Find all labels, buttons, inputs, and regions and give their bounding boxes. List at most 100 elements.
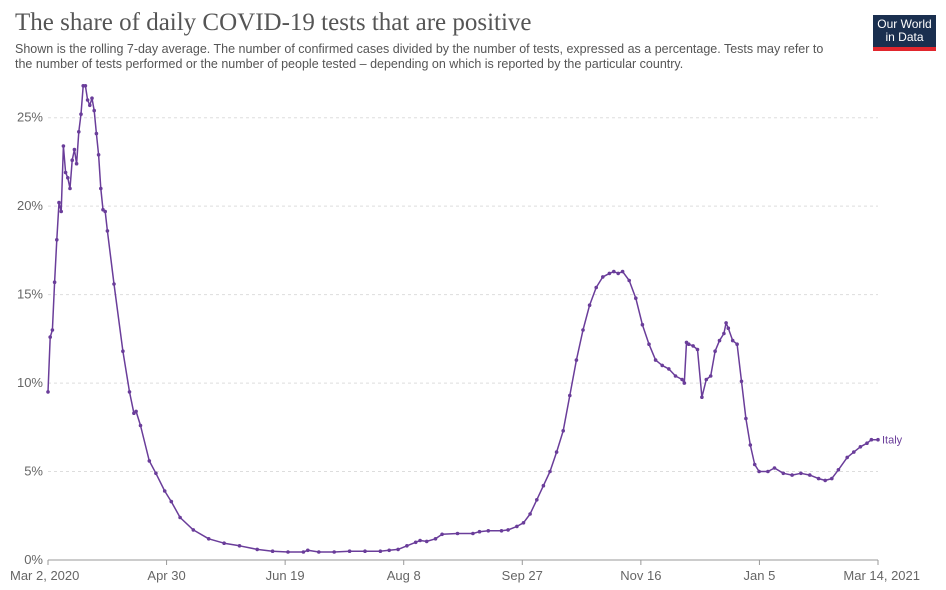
data-point <box>63 170 68 175</box>
data-point <box>48 335 52 339</box>
data-point <box>138 423 143 428</box>
data-point <box>673 374 678 378</box>
data-point <box>237 544 242 548</box>
data-point <box>255 547 259 552</box>
data-point <box>757 469 761 474</box>
data-point <box>823 478 827 483</box>
data-point <box>169 499 174 504</box>
owid-logo[interactable]: Our World in Data <box>873 15 936 51</box>
y-tick-label: 20% <box>17 198 43 213</box>
data-point <box>68 186 72 191</box>
data-point <box>206 537 211 541</box>
data-point <box>653 358 658 362</box>
data-point <box>147 459 152 463</box>
data-point <box>121 349 125 354</box>
data-point <box>72 147 77 152</box>
data-point <box>548 469 552 474</box>
data-point <box>440 532 444 537</box>
data-point <box>612 269 616 274</box>
data-point <box>680 377 684 382</box>
data-point <box>535 498 539 502</box>
data-point <box>455 531 460 536</box>
data-point <box>574 358 579 362</box>
data-point <box>695 347 700 352</box>
data-point <box>686 342 691 347</box>
data-point <box>667 367 671 371</box>
data-point <box>387 548 392 553</box>
data-point <box>85 98 90 102</box>
data-point <box>79 112 83 116</box>
data-point <box>647 342 651 347</box>
data-point <box>191 528 196 532</box>
data-point <box>808 473 812 477</box>
x-tick-label: Mar 2, 2020 <box>10 568 79 583</box>
data-point <box>332 550 337 554</box>
data-point <box>499 529 504 533</box>
data-point <box>865 441 869 446</box>
data-point <box>90 96 94 100</box>
data-point <box>424 539 429 544</box>
data-point <box>541 483 546 488</box>
data-point <box>112 282 116 286</box>
data-point <box>46 390 50 394</box>
data-point <box>347 549 352 553</box>
series-line-italy <box>47 85 878 553</box>
data-point <box>730 338 735 343</box>
data-point <box>317 550 321 554</box>
data-point <box>515 524 519 529</box>
data-point <box>700 395 704 400</box>
data-point <box>61 144 66 148</box>
data-point <box>88 103 92 108</box>
data-point <box>50 328 55 332</box>
data-point <box>704 377 709 382</box>
data-point <box>286 550 290 554</box>
data-point <box>708 374 713 378</box>
data-point <box>607 271 612 276</box>
data-point <box>561 429 565 433</box>
data-point <box>748 443 753 447</box>
y-tick-label: 25% <box>17 110 43 125</box>
chart-title: The share of daily COVID-19 tests that a… <box>15 9 532 36</box>
data-point <box>270 549 275 553</box>
data-point <box>845 455 849 460</box>
data-point <box>99 186 103 191</box>
data-point <box>418 538 422 543</box>
y-tick-label: 5% <box>24 464 43 479</box>
data-point <box>752 462 757 467</box>
data-point <box>162 489 167 493</box>
data-point <box>713 349 717 354</box>
data-point <box>506 528 510 532</box>
data-point <box>57 200 61 205</box>
data-point <box>581 328 585 332</box>
y-tick-label: 15% <box>17 287 43 302</box>
data-point <box>521 521 526 525</box>
data-point <box>790 473 794 477</box>
data-point <box>96 153 101 157</box>
data-point <box>830 476 834 481</box>
data-point <box>178 515 182 520</box>
x-tick-label: Mar 14, 2021 <box>843 568 920 583</box>
data-point <box>876 437 880 442</box>
data-point <box>83 84 88 88</box>
data-point <box>94 131 99 136</box>
data-point <box>105 229 110 233</box>
x-tick-label: Sep 27 <box>502 568 543 583</box>
x-tick-label: Jan 5 <box>744 568 776 583</box>
x-tick-label: Jun 19 <box>266 568 305 583</box>
data-point <box>77 130 81 134</box>
data-point <box>724 321 728 325</box>
data-point <box>222 541 226 545</box>
data-point <box>691 344 695 348</box>
data-point <box>55 238 59 242</box>
data-point <box>766 469 770 474</box>
data-point <box>127 390 132 394</box>
data-point <box>477 529 482 534</box>
data-point <box>717 338 722 343</box>
y-tick-label: 10% <box>17 375 43 390</box>
data-point <box>486 529 491 533</box>
data-point <box>869 437 874 442</box>
x-tick-label: Nov 16 <box>620 568 661 583</box>
data-point <box>660 363 664 368</box>
data-point <box>722 331 726 336</box>
data-point <box>620 269 625 274</box>
